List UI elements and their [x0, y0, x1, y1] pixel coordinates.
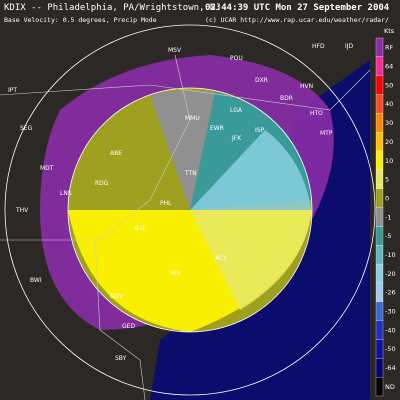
legend-swatch — [375, 245, 384, 265]
city-label: BWI — [30, 277, 42, 284]
city-label: MTP — [320, 130, 333, 137]
city-label: SBY — [115, 355, 127, 362]
legend-swatch — [375, 377, 384, 397]
city-label: TTN — [184, 170, 197, 177]
legend-label: -5 — [385, 232, 391, 240]
range-rings — [4, 24, 376, 396]
city-label: JFK — [231, 135, 242, 142]
city-label: HFD — [312, 43, 325, 50]
legend-label: 10 — [385, 157, 393, 165]
legend-swatch — [375, 75, 384, 95]
timestamp: 02:44:39 UTC Mon 27 September 2004 — [205, 3, 390, 13]
state-borders — [0, 54, 371, 400]
legend-label: 0 — [385, 194, 389, 202]
city-label: MIV — [170, 270, 182, 277]
city-label: ACY — [215, 255, 227, 262]
legend-swatch — [375, 339, 384, 359]
legend-swatch — [375, 169, 384, 189]
legend-label: 5 — [385, 176, 389, 184]
city-label: ABE — [110, 150, 122, 157]
legend-label: -1 — [385, 213, 391, 221]
range-ring — [67, 87, 313, 333]
border — [0, 54, 191, 241]
zero-velocity-band — [150, 90, 215, 210]
city-label: PHL — [160, 200, 172, 207]
legend-label: -20 — [385, 270, 396, 278]
city-label: MDT — [40, 165, 54, 172]
city-label: POU — [230, 55, 243, 62]
city-label: LGA — [230, 107, 243, 114]
velocity-legend: Kts RF64504030201050-1-5-10-20-26-30-40-… — [375, 27, 396, 397]
radar-title: KDIX -- Philadelphia, PA/Wrightstown, NJ — [4, 3, 221, 13]
legend-label: ND — [385, 383, 395, 391]
legend-label: -26 — [385, 289, 396, 297]
city-label: EWR — [210, 125, 224, 132]
legend-swatch — [375, 94, 384, 114]
city-label: HVN — [300, 83, 313, 90]
legend-swatch — [375, 320, 384, 340]
outbound-weak-echo — [190, 210, 312, 310]
legend-label: -40 — [385, 326, 396, 334]
city-label: ISP — [255, 127, 265, 134]
credit: (c) UCAR http://www.rap.ucar.edu/weather… — [205, 16, 389, 24]
city-label: LNS — [60, 190, 72, 197]
legend-label: 30 — [385, 119, 393, 127]
city-label: MSV — [168, 47, 182, 54]
legend-swatch — [375, 207, 384, 227]
legend-swatch — [375, 56, 384, 76]
city-label: MMU — [185, 115, 200, 122]
legend-swatch — [375, 226, 384, 246]
legend-label: 50 — [385, 81, 393, 89]
city-label: DXR — [255, 77, 268, 84]
legend-label: -50 — [385, 345, 396, 353]
city-label: SEG — [20, 125, 33, 132]
legend-swatch — [375, 282, 384, 302]
legend-label: 64 — [385, 63, 393, 71]
legend-label: -64 — [385, 364, 396, 372]
legend-label: -10 — [385, 251, 396, 259]
city-label: IPT — [8, 87, 17, 94]
border — [0, 69, 371, 111]
legend-unit: Kts — [384, 27, 395, 35]
product-label: Base Velocity: 0.5 degrees, Precip Mode — [4, 16, 157, 24]
city-label: RDG — [95, 180, 109, 187]
legend-label: -30 — [385, 308, 396, 316]
legend-swatch — [375, 113, 384, 133]
city-label: ILG — [135, 225, 145, 232]
city-label: IJD — [345, 43, 354, 50]
city-label: DOV — [110, 293, 124, 300]
legend-swatch — [375, 132, 384, 152]
border — [94, 239, 146, 400]
legend-swatch — [375, 263, 384, 284]
city-label: HTO — [310, 110, 323, 117]
legend-label: 40 — [385, 100, 393, 108]
city-labels: MSV POU HFD IJD BDR DXR HVN ISP HTO MTP … — [8, 43, 354, 362]
legend-label: 20 — [385, 138, 393, 146]
legend-swatch — [375, 301, 384, 321]
legend-swatch — [375, 358, 384, 378]
city-label: GED — [122, 323, 135, 330]
range-ring — [4, 24, 376, 396]
legend-label: RF — [385, 44, 394, 52]
city-label: THV — [15, 207, 29, 214]
city-label: BDR — [280, 95, 293, 102]
legend-swatch — [375, 188, 384, 208]
legend-swatch — [375, 150, 384, 171]
legend-swatch — [375, 37, 384, 57]
